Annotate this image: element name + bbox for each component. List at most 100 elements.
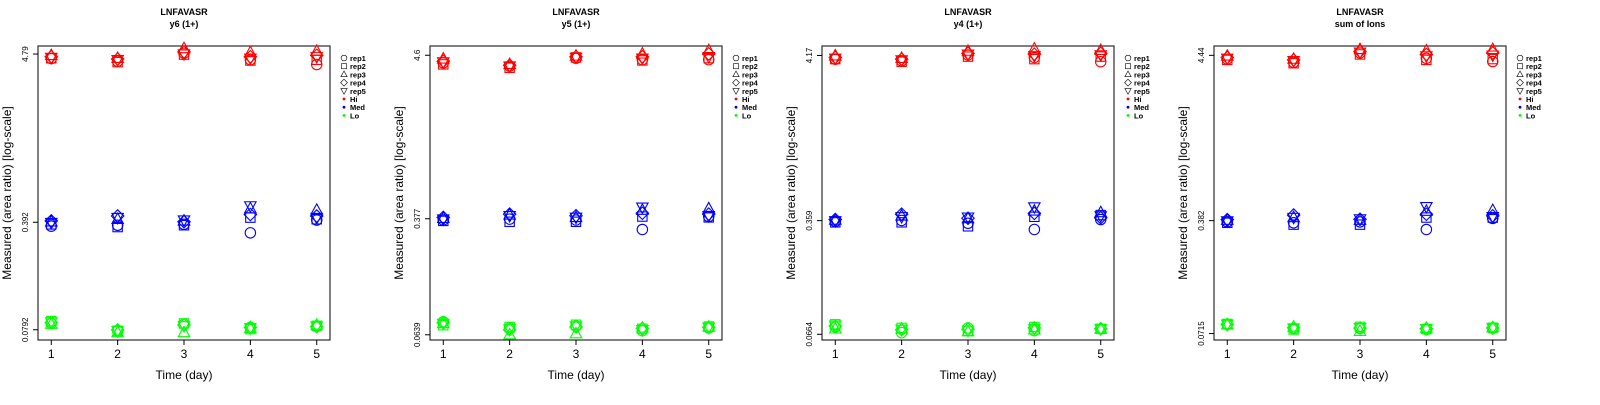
y-axis-label: Measured (area ratio) [log-scale] (784, 106, 798, 279)
legend-marker (1124, 88, 1132, 95)
legend-entry-rep3: rep3 (1124, 70, 1150, 79)
x-tick-label: 1 (440, 347, 447, 361)
legend-label: rep2 (1134, 62, 1150, 71)
data-point (243, 201, 258, 214)
x-axis-label: Time (day) (940, 368, 997, 382)
legend-label: rep5 (350, 87, 366, 96)
legend-label: rep3 (1526, 70, 1542, 79)
data-point (177, 41, 191, 54)
legend-label: Hi (742, 95, 750, 104)
data-point (636, 223, 649, 236)
data-point (894, 55, 909, 68)
data-point (1286, 55, 1301, 69)
legend-entry-med: Med (342, 103, 365, 112)
series-lo (436, 315, 716, 340)
data-point (702, 43, 716, 56)
series-lo (828, 319, 1108, 339)
data-point (1027, 51, 1042, 64)
series-hi (436, 43, 716, 74)
legend-label: rep2 (350, 62, 366, 71)
y-axis-label: Measured (area ratio) [log-scale] (392, 106, 406, 279)
data-point (894, 212, 909, 225)
data-point (436, 57, 450, 70)
series-med (1220, 201, 1500, 236)
x-tick-label: 5 (705, 347, 712, 361)
y-tick-label: 0.359 (805, 210, 814, 231)
data-point (1487, 53, 1498, 65)
y-tick-label: 4.17 (805, 47, 814, 63)
data-point (110, 326, 125, 339)
data-point (1094, 211, 1108, 224)
legend-marker (1124, 54, 1132, 62)
data-point (1220, 212, 1235, 227)
data-point (701, 46, 716, 61)
y-tick-label: 0.0715 (1197, 321, 1206, 346)
data-point (243, 49, 258, 64)
legend-marker (1516, 88, 1524, 95)
data-point (702, 211, 716, 224)
x-tick-label: 5 (1489, 347, 1496, 361)
chart-panel-2: LNFAVASR y5 (1+) 1 2 3 4 5 Time (day) 0.0639 0.37… (392, 7, 759, 382)
chart-subtitle: y6 (1+) (170, 19, 199, 29)
series-hi (1220, 42, 1500, 69)
x-tick-label: 3 (181, 347, 188, 361)
x-axis-label: Time (day) (1332, 368, 1389, 382)
x-tick-label: 4 (1031, 347, 1038, 361)
chart-subtitle: y4 (1+) (954, 19, 983, 29)
data-point (961, 325, 975, 338)
data-point (635, 325, 650, 338)
data-point (828, 53, 842, 66)
data-point (502, 211, 517, 224)
data-point (569, 326, 583, 339)
data-point (502, 61, 517, 74)
legend-entry-med: Med (1518, 103, 1541, 112)
x-tick-label: 1 (832, 347, 839, 361)
legend-dot (734, 105, 738, 109)
data-point (502, 324, 517, 337)
data-point (310, 212, 324, 226)
data-point (1486, 42, 1500, 55)
legend-dot (734, 114, 738, 117)
data-point (1220, 319, 1234, 332)
chart-subtitle: y5 (1+) (562, 19, 591, 29)
data-point (961, 49, 975, 62)
data-point (702, 51, 716, 65)
data-point (177, 49, 191, 62)
legend-label: Med (1134, 103, 1149, 112)
legend-entry-lo: Lo (1518, 111, 1536, 120)
data-point (177, 215, 191, 228)
legend-marker (732, 70, 740, 77)
data-point (309, 48, 324, 63)
legend-entry-hi: Hi (1518, 95, 1534, 104)
data-point (569, 321, 583, 334)
data-point (44, 317, 58, 330)
data-point (243, 45, 258, 58)
data-point (635, 53, 650, 66)
legend-label: rep5 (1526, 87, 1542, 96)
legend-label: rep1 (1526, 54, 1542, 63)
data-point (110, 212, 125, 226)
legend-dot (1126, 105, 1130, 109)
legend-entry-med: Med (734, 103, 757, 112)
x-tick-label: 2 (114, 347, 121, 361)
legend-label: rep5 (742, 87, 758, 96)
x-tick-label: 1 (1224, 347, 1231, 361)
legend-label: Lo (1134, 111, 1144, 120)
data-point (1027, 202, 1042, 215)
data-point (1420, 223, 1433, 236)
data-point (310, 52, 324, 65)
legend-marker (1516, 70, 1524, 77)
legend-entry-rep5: rep5 (1516, 87, 1542, 96)
legend-dot (1518, 114, 1522, 117)
y-axis-label: Measured (area ratio) [log-scale] (1176, 106, 1190, 279)
x-axis-label: Time (day) (548, 368, 605, 382)
chart-subtitle: sum of Ions (1335, 19, 1386, 29)
legend-entry-rep2: rep2 (1517, 62, 1542, 71)
legend-entry-hi: Hi (1126, 95, 1142, 104)
legend-entry-rep4: rep4 (1124, 79, 1151, 88)
data-point (436, 316, 450, 329)
legend-dot (1126, 97, 1130, 101)
x-tick-label: 5 (1097, 347, 1104, 361)
